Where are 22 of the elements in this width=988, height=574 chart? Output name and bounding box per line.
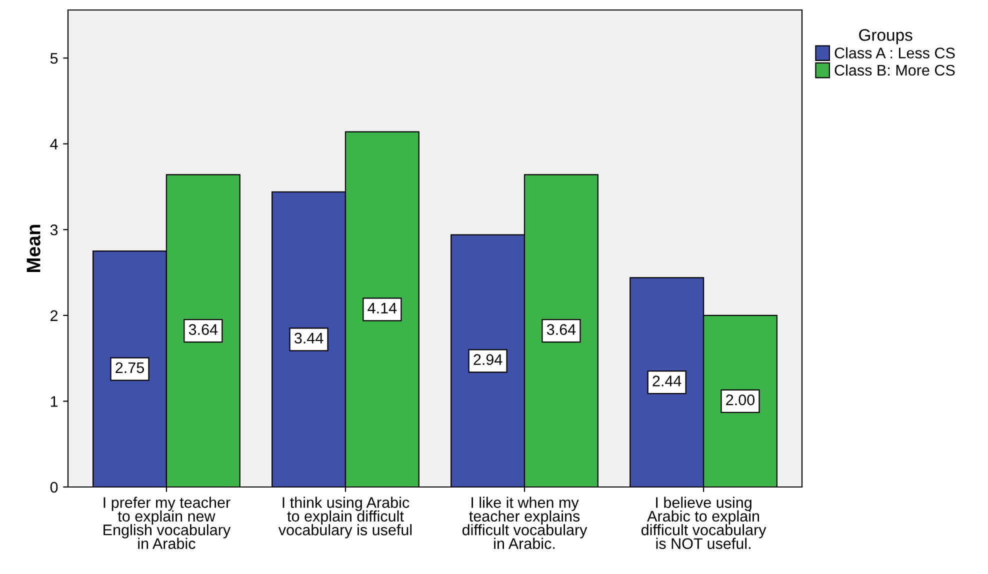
legend-title: Groups — [859, 29, 912, 44]
data-label: 4.14 — [368, 302, 397, 314]
data-label: 3.44 — [294, 332, 324, 344]
data-label: 3.64 — [188, 324, 218, 335]
data-label: 2.75 — [116, 362, 144, 374]
y-tick-label: 4 — [50, 138, 58, 150]
y-tick-label: 2 — [50, 310, 58, 321]
legend-label: Class A : Less CS — [834, 47, 955, 58]
y-tick-label: 1 — [50, 396, 58, 407]
data-label: 2.44 — [652, 376, 682, 386]
y-tick-label: 0 — [50, 482, 58, 493]
data-label: 3.64 — [546, 324, 576, 335]
legend-label: Class B: More CS — [834, 64, 955, 76]
x-tick-label: I like it when my teacher explains difficult vocabulary in Arabic. — [462, 496, 588, 550]
data-label: 2.00 — [726, 394, 755, 406]
x-tick-label: I think using Arabic to explain difficult vocabulary is useful — [278, 496, 412, 538]
data-label: 2.94 — [474, 354, 502, 365]
y-tick-label: 5 — [50, 53, 58, 64]
x-tick-label: I believe using Arabic to explain difficult vocabulary is NOT useful. — [641, 496, 766, 550]
x-tick-label: I prefer my teacher to explain new English vocabulary in Arabic — [104, 496, 231, 550]
y-tick-label: 3 — [50, 224, 58, 236]
y-axis-title: Mean — [26, 224, 40, 272]
